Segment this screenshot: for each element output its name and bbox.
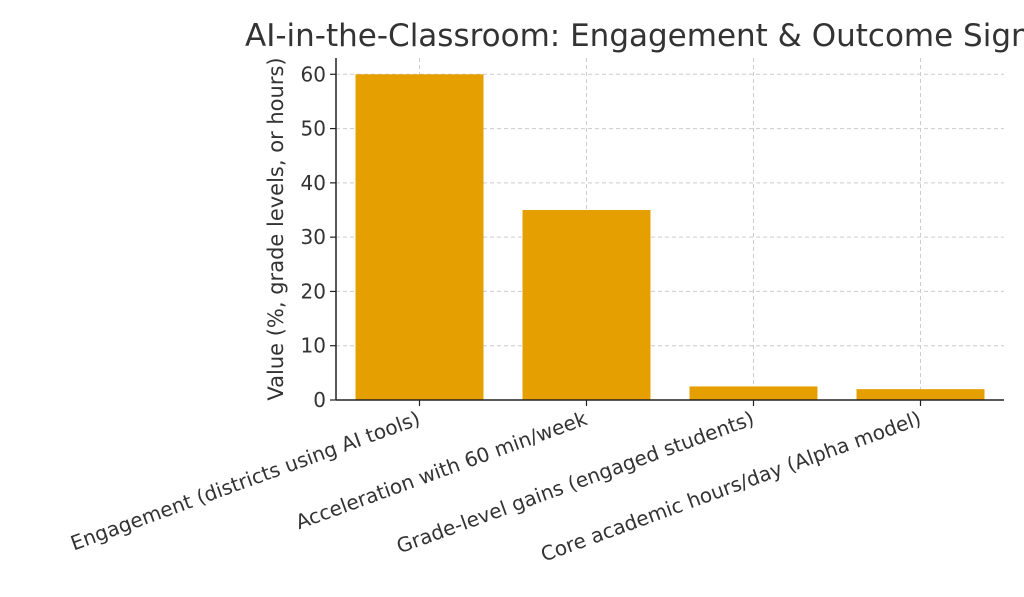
x-tick-label: Acceleration with 60 min/week: [292, 406, 590, 534]
y-tick-label: 0: [313, 388, 326, 412]
y-tick-label: 40: [301, 171, 326, 195]
y-tick-label: 20: [301, 279, 326, 303]
bar: [522, 210, 651, 400]
y-ticks: 0 10 20 30 40 50 60: [301, 62, 336, 412]
x-tick-label: Engagement (districts using AI tools): [67, 406, 423, 555]
y-tick-label: 60: [301, 62, 326, 86]
chart-title: AI-in-the-Classroom: Engagement & Outcom…: [245, 18, 1024, 54]
bar: [856, 389, 985, 400]
x-ticks: Engagement (districts using AI tools)Acc…: [67, 400, 924, 566]
y-tick-label: 50: [301, 117, 326, 141]
bar: [689, 386, 818, 400]
axes: [335, 58, 1004, 401]
bar: [355, 74, 484, 401]
y-axis-label: Value (%, grade levels, or hours): [264, 57, 288, 400]
y-tick-label: 30: [301, 225, 326, 249]
bars: [355, 74, 985, 401]
y-tick-label: 10: [301, 334, 326, 358]
